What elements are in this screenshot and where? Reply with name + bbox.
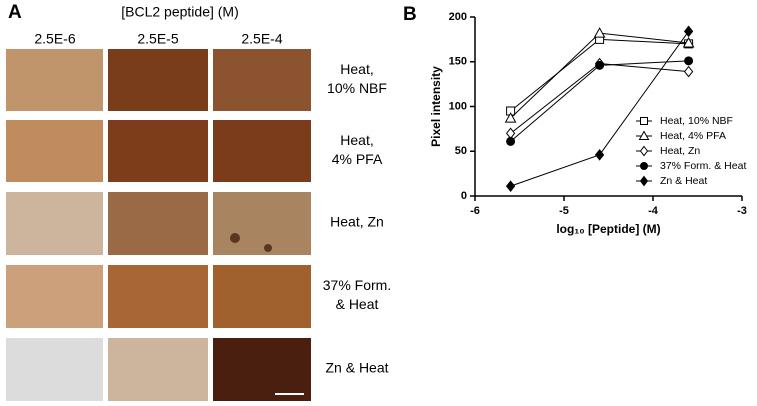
marker bbox=[505, 180, 516, 192]
row-label: Zn & Heat bbox=[325, 360, 388, 376]
series-line bbox=[510, 32, 689, 119]
legend-marker bbox=[640, 117, 648, 125]
row-label: Heat, bbox=[340, 61, 373, 77]
y-tick-label: 150 bbox=[449, 56, 467, 68]
marker bbox=[593, 27, 606, 38]
y-tick-label: 50 bbox=[455, 145, 467, 157]
marker bbox=[684, 56, 694, 66]
image-tile bbox=[108, 265, 208, 328]
y-tick-label: 100 bbox=[449, 100, 467, 112]
panel-label: B bbox=[403, 4, 417, 25]
legend-label: Heat, 4% PFA bbox=[660, 130, 726, 142]
row-label: Heat, bbox=[340, 132, 373, 148]
image-grid bbox=[6, 49, 311, 401]
marker bbox=[504, 112, 517, 123]
row-label: Heat, Zn bbox=[330, 214, 384, 230]
column-header: 2.5E-6 bbox=[34, 31, 75, 47]
image-tile bbox=[213, 120, 311, 182]
image-tile bbox=[213, 49, 311, 111]
column-header: 2.5E-4 bbox=[241, 31, 282, 47]
row-label: & Heat bbox=[336, 296, 379, 312]
panel-label: A bbox=[8, 2, 22, 23]
panel-title: [BCL2 peptide] (M) bbox=[121, 4, 239, 20]
x-tick-label: -5 bbox=[559, 205, 569, 217]
image-tile bbox=[6, 192, 103, 255]
legend-marker bbox=[640, 162, 648, 170]
marker bbox=[505, 127, 516, 140]
row-label: 10% NBF bbox=[327, 80, 387, 96]
image-spot bbox=[230, 233, 240, 243]
y-axis-label: Pixel intensity bbox=[429, 66, 443, 147]
image-tile bbox=[213, 192, 311, 255]
row-label: 37% Form. bbox=[323, 277, 391, 293]
column-header: 2.5E-5 bbox=[137, 31, 178, 47]
row-label: 4% PFA bbox=[332, 151, 383, 167]
image-tile bbox=[108, 192, 208, 255]
marker bbox=[682, 36, 695, 48]
marker bbox=[506, 136, 516, 146]
legend-label: Zn & Heat bbox=[660, 175, 707, 187]
y-tick-label: 0 bbox=[461, 190, 467, 202]
image-tile bbox=[6, 49, 103, 111]
marker bbox=[595, 60, 605, 70]
legend-label: Heat, 10% NBF bbox=[660, 115, 733, 127]
legend-marker bbox=[639, 145, 649, 157]
image-spot bbox=[264, 244, 272, 252]
image-tile bbox=[6, 265, 103, 328]
legend-marker bbox=[638, 130, 650, 140]
marker bbox=[594, 149, 605, 161]
legend-label: Heat, Zn bbox=[660, 145, 700, 157]
series-line bbox=[510, 38, 689, 112]
image-tile bbox=[108, 49, 208, 111]
image-tile bbox=[6, 338, 103, 401]
x-tick-label: -3 bbox=[737, 205, 747, 217]
image-tile bbox=[213, 265, 311, 328]
marker bbox=[683, 65, 694, 78]
x-tick-label: -4 bbox=[648, 205, 659, 217]
y-tick-label: 200 bbox=[449, 11, 467, 23]
image-tile bbox=[108, 338, 208, 401]
x-axis-label: log₁₀ [Peptide] (M) bbox=[556, 222, 660, 236]
legend-label: 37% Form. & Heat bbox=[660, 160, 746, 172]
x-tick-label: -6 bbox=[470, 205, 480, 217]
marker bbox=[683, 25, 694, 38]
image-tile bbox=[108, 120, 208, 182]
legend-marker bbox=[639, 175, 649, 187]
image-tile bbox=[213, 338, 311, 401]
image-tile bbox=[6, 120, 103, 182]
